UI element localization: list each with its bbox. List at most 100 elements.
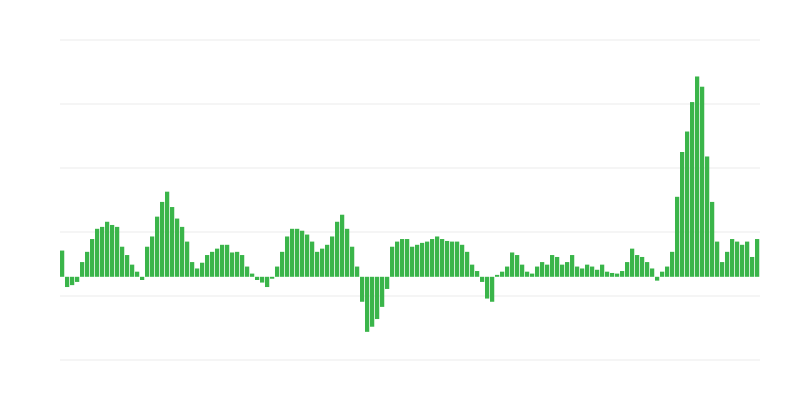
bar — [560, 264, 565, 277]
bar — [750, 256, 755, 277]
bar — [165, 191, 170, 277]
bar — [250, 273, 255, 277]
bar — [65, 276, 70, 288]
bar — [610, 272, 615, 277]
bar — [300, 230, 305, 277]
bar — [670, 251, 675, 277]
bar — [235, 251, 240, 277]
bar — [645, 262, 650, 277]
bar — [415, 244, 420, 277]
bar — [665, 266, 670, 277]
bar — [220, 244, 225, 277]
bar — [575, 266, 580, 277]
bar — [200, 262, 205, 277]
bar — [600, 264, 605, 277]
bar — [395, 241, 400, 277]
bar — [595, 269, 600, 277]
bar — [505, 266, 510, 277]
bar — [745, 241, 750, 277]
bar — [465, 251, 470, 277]
bar — [685, 131, 690, 277]
bar — [695, 76, 700, 277]
bar — [635, 255, 640, 277]
bar — [405, 239, 410, 277]
bar — [80, 262, 85, 277]
bar — [140, 276, 145, 280]
bar — [730, 239, 735, 277]
bar — [605, 271, 610, 277]
bar — [125, 255, 130, 277]
bar — [130, 264, 135, 277]
bar — [680, 152, 685, 277]
bar — [510, 252, 515, 277]
bar — [545, 264, 550, 277]
bar — [530, 273, 535, 277]
bar — [515, 255, 520, 277]
bar — [100, 226, 105, 277]
bar — [425, 241, 430, 277]
bar — [255, 276, 260, 280]
bar — [310, 241, 315, 277]
bar — [195, 268, 200, 277]
bar — [500, 271, 505, 277]
bar — [625, 262, 630, 277]
bar — [655, 276, 660, 281]
bar — [285, 236, 290, 277]
bar — [155, 216, 160, 277]
bar — [650, 268, 655, 277]
bar — [365, 276, 370, 332]
bar — [705, 156, 710, 277]
bar — [520, 264, 525, 277]
bar — [330, 236, 335, 277]
bar — [75, 276, 80, 282]
bar — [585, 264, 590, 277]
bar — [755, 239, 760, 277]
bar — [350, 246, 355, 277]
bar — [525, 271, 530, 277]
bar — [455, 241, 460, 277]
bar — [280, 251, 285, 277]
bar — [370, 276, 375, 327]
bar — [170, 207, 175, 277]
bar — [210, 251, 215, 277]
bar — [495, 274, 500, 277]
bar — [470, 264, 475, 277]
bar — [660, 271, 665, 277]
bar — [135, 271, 140, 277]
bar — [105, 221, 110, 277]
bar — [230, 252, 235, 277]
bar — [420, 242, 425, 277]
bar — [485, 276, 490, 299]
bar — [270, 276, 275, 279]
bar — [245, 266, 250, 277]
bar — [150, 236, 155, 277]
bar — [185, 241, 190, 277]
bar — [480, 276, 485, 282]
bar — [710, 201, 715, 277]
bar — [615, 273, 620, 277]
bar — [690, 102, 695, 277]
bar — [450, 241, 455, 277]
bar — [320, 248, 325, 277]
bar — [550, 255, 555, 277]
bar — [305, 234, 310, 277]
bar — [360, 276, 365, 302]
bar — [580, 268, 585, 277]
bar — [225, 244, 230, 277]
bar — [675, 196, 680, 277]
bar — [380, 276, 385, 307]
bar — [740, 244, 745, 277]
bar — [260, 276, 265, 283]
bar — [290, 228, 295, 277]
bar — [340, 214, 345, 277]
bar — [385, 276, 390, 289]
bar — [725, 251, 730, 277]
bar — [390, 246, 395, 277]
bar — [240, 255, 245, 277]
bar — [735, 241, 740, 277]
bar — [295, 228, 300, 277]
bar — [445, 240, 450, 277]
bar — [460, 244, 465, 277]
bar — [90, 239, 95, 277]
